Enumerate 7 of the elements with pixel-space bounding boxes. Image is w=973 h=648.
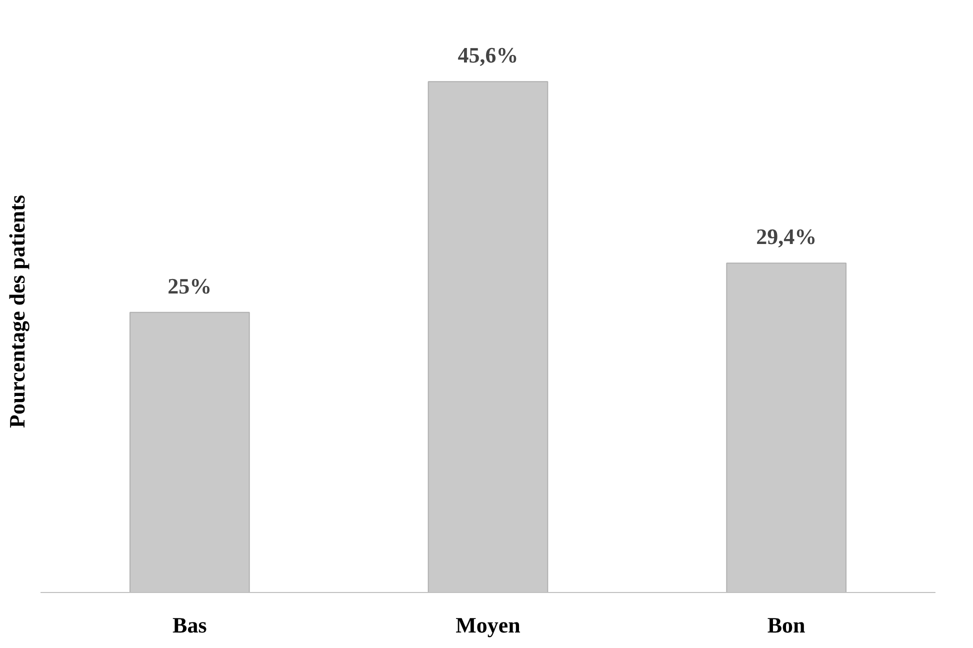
- data-label: 25%: [168, 273, 212, 298]
- data-label: 29,4%: [756, 224, 817, 250]
- x-tick-label: Bas: [172, 612, 208, 638]
- data-label: 45,6%: [458, 42, 518, 68]
- x-tick-label: Moyen: [456, 612, 520, 638]
- y-axis-title: Pourcentage des patients: [4, 194, 30, 428]
- x-tick-label: Bon: [767, 612, 806, 638]
